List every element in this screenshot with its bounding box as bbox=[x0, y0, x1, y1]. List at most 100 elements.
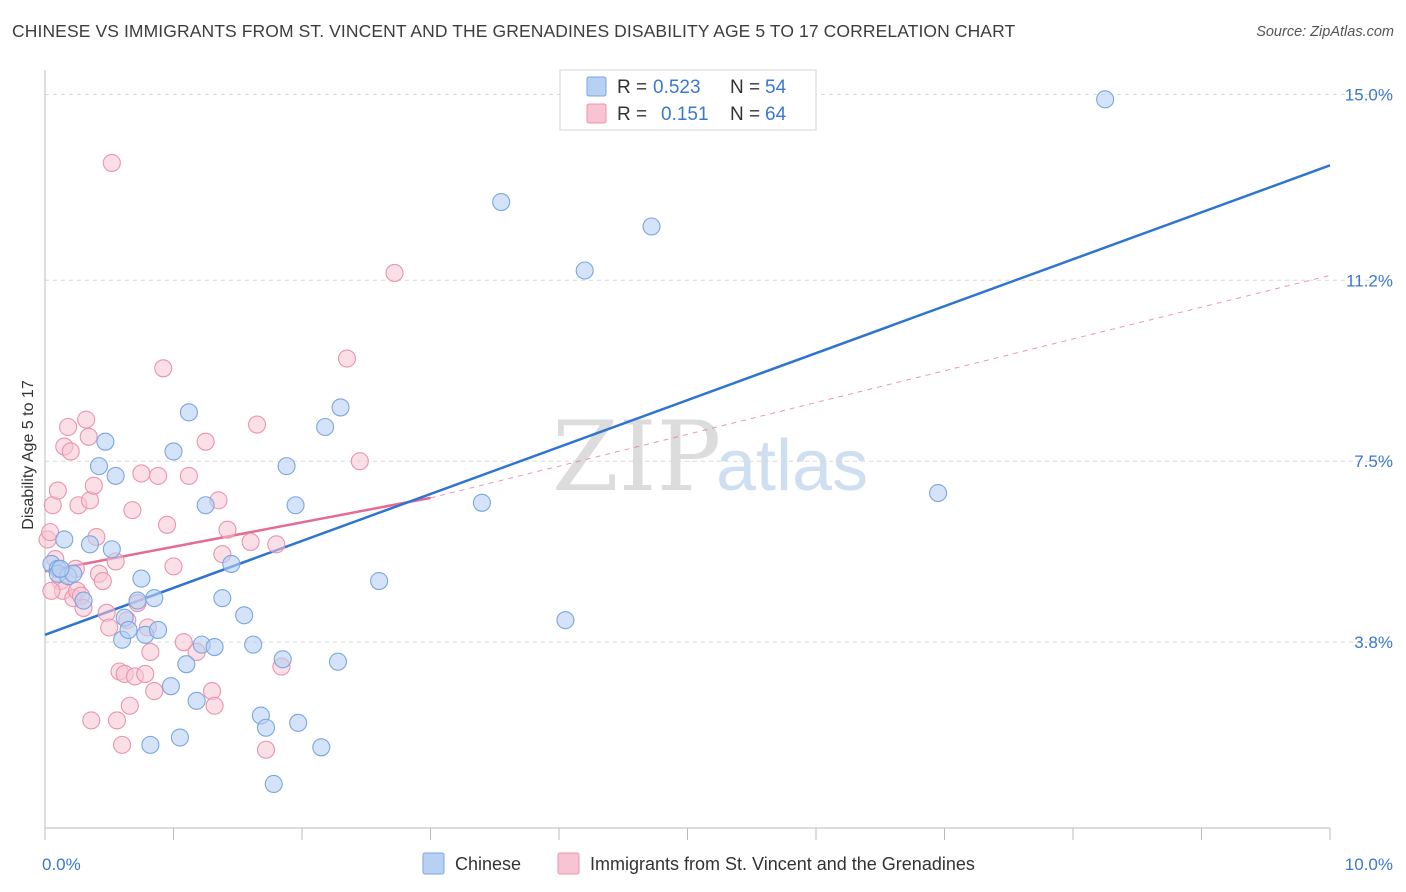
chart-source: Source: ZipAtlas.com bbox=[1256, 24, 1394, 40]
data-point-chinese bbox=[331, 398, 350, 417]
chart-title: CHINESE VS IMMIGRANTS FROM ST. VINCENT A… bbox=[12, 21, 1016, 41]
data-point-immigrants bbox=[149, 466, 168, 485]
data-point-chinese bbox=[164, 442, 183, 461]
data-point-chinese bbox=[102, 540, 121, 559]
data-point-chinese bbox=[642, 217, 661, 236]
data-point-chinese bbox=[179, 403, 198, 422]
data-point-immigrants bbox=[107, 711, 127, 730]
legend-swatch-chinese bbox=[586, 76, 607, 97]
data-point-immigrants bbox=[136, 664, 155, 684]
data-point-immigrants bbox=[77, 410, 96, 429]
data-point-chinese bbox=[472, 493, 491, 512]
bottom-legend-swatch-chinese bbox=[422, 852, 445, 875]
data-point-immigrants bbox=[41, 523, 60, 542]
data-point-immigrants bbox=[93, 571, 112, 591]
data-point-immigrants bbox=[205, 696, 224, 715]
data-point-chinese bbox=[556, 611, 575, 630]
data-point-immigrants bbox=[61, 442, 80, 461]
legend-r-value-immigrants: 0.151 bbox=[661, 104, 709, 125]
data-point-immigrants bbox=[48, 481, 67, 500]
legend-r-value-chinese: 0.523 bbox=[653, 77, 701, 98]
data-point-chinese bbox=[264, 774, 283, 794]
y-axis-title: Disability Age 5 to 17 bbox=[20, 380, 37, 530]
watermark: ZIP atlas bbox=[552, 401, 868, 513]
data-point-chinese bbox=[74, 591, 93, 610]
data-point-chinese bbox=[222, 554, 241, 573]
data-point-chinese bbox=[161, 677, 180, 696]
data-point-chinese bbox=[89, 457, 109, 476]
data-point-immigrants bbox=[256, 740, 276, 759]
bottom-legend-label-chinese: Chinese bbox=[455, 854, 521, 874]
y-tick-label: 15.0% bbox=[1345, 85, 1393, 104]
data-point-chinese bbox=[55, 530, 74, 549]
y-tick-label: 7.5% bbox=[1354, 452, 1393, 471]
data-point-immigrants bbox=[267, 535, 286, 554]
data-point-immigrants bbox=[154, 359, 173, 378]
data-point-immigrants bbox=[102, 153, 121, 172]
data-point-immigrants bbox=[42, 581, 61, 600]
data-point-immigrants bbox=[84, 476, 103, 495]
axes bbox=[44, 70, 1331, 840]
data-point-immigrants bbox=[385, 263, 404, 282]
data-point-immigrants bbox=[247, 415, 267, 434]
data-point-chinese bbox=[328, 652, 348, 671]
data-point-chinese bbox=[177, 655, 196, 674]
data-point-immigrants bbox=[196, 432, 215, 451]
data-point-immigrants bbox=[158, 515, 177, 534]
legend-r-label: R = bbox=[617, 104, 647, 125]
y-tick-label: 3.8% bbox=[1354, 633, 1393, 652]
data-point-immigrants bbox=[179, 466, 198, 485]
data-point-immigrants bbox=[79, 427, 98, 446]
legend-n-label: N = bbox=[730, 77, 760, 98]
data-point-immigrants bbox=[113, 735, 132, 754]
data-point-immigrants bbox=[174, 633, 193, 652]
series-legend: Chinese Immigrants from St. Vincent and … bbox=[422, 852, 975, 875]
data-point-immigrants bbox=[350, 452, 369, 471]
data-point-immigrants bbox=[145, 682, 164, 701]
x-tick-label: 0.0% bbox=[42, 855, 81, 874]
data-point-chinese bbox=[213, 589, 232, 608]
data-point-chinese bbox=[1096, 90, 1115, 109]
y-tick-labels: 3.8% 7.5% 11.2% 15.0% bbox=[1345, 85, 1393, 652]
data-point-chinese bbox=[128, 591, 147, 610]
data-point-chinese bbox=[51, 559, 70, 578]
data-point-immigrants bbox=[123, 501, 142, 520]
series-immigrants-points bbox=[38, 153, 404, 759]
data-point-chinese bbox=[187, 691, 206, 710]
data-point-chinese bbox=[170, 728, 189, 747]
data-point-chinese bbox=[286, 496, 305, 515]
legend-n-value-chinese: 54 bbox=[765, 77, 787, 98]
data-point-chinese bbox=[370, 571, 389, 591]
data-point-chinese bbox=[312, 738, 331, 757]
data-point-chinese bbox=[244, 635, 263, 654]
y-tick-label: 11.2% bbox=[1346, 271, 1393, 290]
bottom-legend-swatch-immigrants bbox=[557, 852, 580, 875]
data-point-immigrants bbox=[241, 532, 260, 551]
bottom-legend-label-immigrants: Immigrants from St. Vincent and the Gren… bbox=[590, 854, 975, 874]
data-point-chinese bbox=[277, 457, 296, 476]
data-point-immigrants bbox=[164, 557, 183, 576]
data-point-chinese bbox=[492, 192, 511, 212]
data-point-chinese bbox=[196, 496, 215, 515]
x-tick-labels: 0.0% 10.0% bbox=[42, 855, 1393, 874]
data-point-immigrants bbox=[82, 711, 101, 730]
data-point-chinese bbox=[256, 718, 276, 737]
data-point-immigrants bbox=[203, 682, 222, 701]
data-point-immigrants bbox=[132, 464, 151, 483]
legend-n-label: N = bbox=[730, 104, 760, 125]
data-point-immigrants bbox=[100, 618, 119, 637]
data-point-chinese bbox=[235, 606, 254, 625]
legend-swatch-immigrants bbox=[586, 103, 607, 124]
data-point-chinese bbox=[316, 417, 335, 437]
data-point-immigrants bbox=[59, 417, 78, 437]
trendline-chinese bbox=[44, 164, 1331, 637]
data-point-chinese bbox=[149, 620, 168, 639]
trendline-immigrants-extension bbox=[430, 274, 1331, 499]
data-point-chinese bbox=[205, 638, 224, 657]
data-point-chinese bbox=[273, 650, 292, 669]
watermark-atlas: atlas bbox=[716, 426, 868, 506]
legend-n-value-immigrants: 64 bbox=[765, 104, 787, 125]
data-point-chinese bbox=[141, 735, 160, 754]
x-tick-label: 10.0% bbox=[1345, 855, 1393, 874]
